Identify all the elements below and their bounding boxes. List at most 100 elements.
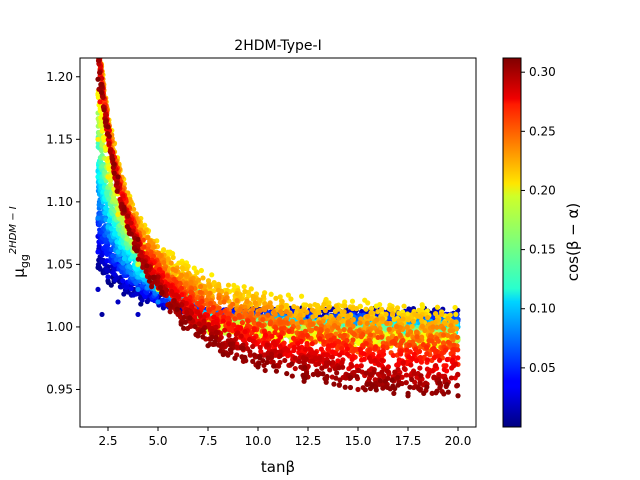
scatter-point	[419, 323, 426, 329]
scatter-point	[145, 235, 151, 241]
scatter-point	[237, 306, 243, 312]
scatter-point	[127, 196, 133, 202]
scatter-point	[357, 320, 363, 326]
scatter-point	[414, 329, 420, 335]
scatter-point	[96, 36, 101, 41]
scatter-point	[110, 253, 116, 259]
scatter-point	[98, 148, 105, 154]
scatter-point	[283, 308, 290, 315]
scatter-point	[442, 320, 448, 327]
scatter-point	[124, 236, 130, 242]
scatter-point	[207, 283, 213, 290]
scatter-point	[99, 259, 105, 265]
scatter-point	[115, 249, 121, 255]
scatter-point	[416, 307, 422, 313]
scatter-point	[215, 287, 221, 293]
scatter-point	[207, 290, 213, 296]
scatter-point	[349, 298, 356, 304]
scatter-point	[346, 313, 352, 320]
scatter-point	[452, 304, 458, 311]
scatter-point	[95, 249, 101, 255]
scatter-point	[277, 294, 283, 300]
scatter-point	[447, 328, 453, 334]
scatter-point	[234, 290, 240, 297]
scatter-point	[365, 313, 371, 319]
scatter-point	[400, 312, 406, 318]
scatter-point	[374, 317, 380, 323]
scatter-point	[97, 53, 102, 58]
scatter-point	[121, 291, 127, 297]
scatter-point	[248, 286, 254, 292]
scatter-point	[112, 277, 118, 283]
scatter-point	[295, 324, 301, 330]
scatter-point	[372, 325, 378, 331]
scatter-point	[138, 223, 145, 229]
scatter-point	[141, 276, 147, 282]
scatter-point	[96, 243, 102, 249]
scatter-point	[299, 319, 305, 325]
scatter-point	[111, 196, 117, 202]
scatter-point	[133, 291, 139, 297]
scatter-point	[445, 332, 451, 339]
scatter-point	[278, 309, 284, 315]
scatter-point	[401, 303, 407, 309]
scatter-point	[445, 315, 451, 322]
scatter-point	[363, 306, 369, 312]
scatter-point	[194, 269, 200, 276]
scatter-point	[357, 303, 363, 309]
scatter-point	[273, 295, 279, 301]
scatter-point	[335, 325, 341, 331]
scatter-point	[145, 242, 151, 248]
scatter-point	[97, 266, 103, 272]
scatter-point	[279, 299, 285, 305]
scatter-point	[434, 304, 441, 310]
scatter-point	[155, 299, 161, 305]
scatter-point	[170, 266, 176, 272]
scatter-point	[139, 297, 145, 303]
scatter-point	[160, 247, 167, 253]
scatter-point	[140, 229, 146, 236]
scatter-point	[394, 305, 401, 311]
scatter-point	[100, 163, 106, 169]
scatter-point	[95, 136, 101, 142]
scatter-point	[350, 323, 356, 329]
scatter-point	[230, 301, 236, 307]
scatter-point	[96, 49, 101, 54]
scatter-point	[333, 303, 339, 309]
scatter-point	[345, 320, 351, 326]
scatter-point	[96, 47, 101, 52]
scatter-point	[265, 312, 271, 318]
scatter-point	[165, 249, 171, 255]
scatter-point	[383, 311, 389, 317]
scatter-point	[441, 326, 447, 332]
scatter-point	[376, 321, 382, 328]
scatter-point	[390, 311, 396, 317]
scatter-point	[294, 305, 300, 311]
scatter-point	[115, 299, 121, 305]
scatter-point	[96, 45, 101, 50]
scatter-point	[406, 317, 412, 323]
scatter-point	[310, 314, 316, 320]
scatter-point	[105, 174, 111, 180]
scatter-point	[410, 318, 417, 324]
scatter-point	[309, 307, 316, 313]
scatter-point	[396, 318, 402, 324]
scatter-point	[95, 215, 101, 221]
scatter-point	[430, 324, 436, 330]
scatter-point	[453, 311, 459, 317]
scatter-point	[121, 255, 128, 262]
scatter-point	[241, 284, 247, 290]
scatter-point	[342, 299, 348, 305]
scatter-point	[115, 211, 121, 217]
scatter-point	[95, 261, 102, 268]
scatter-point	[394, 324, 400, 330]
scatter-point	[231, 287, 237, 293]
scatter-point	[197, 283, 204, 290]
scatter-point	[144, 290, 150, 296]
scatter-point	[108, 181, 114, 188]
scatter-point	[364, 320, 370, 326]
scatter-point	[231, 282, 237, 288]
scatter-point	[169, 250, 176, 257]
scatter-point	[418, 314, 424, 320]
